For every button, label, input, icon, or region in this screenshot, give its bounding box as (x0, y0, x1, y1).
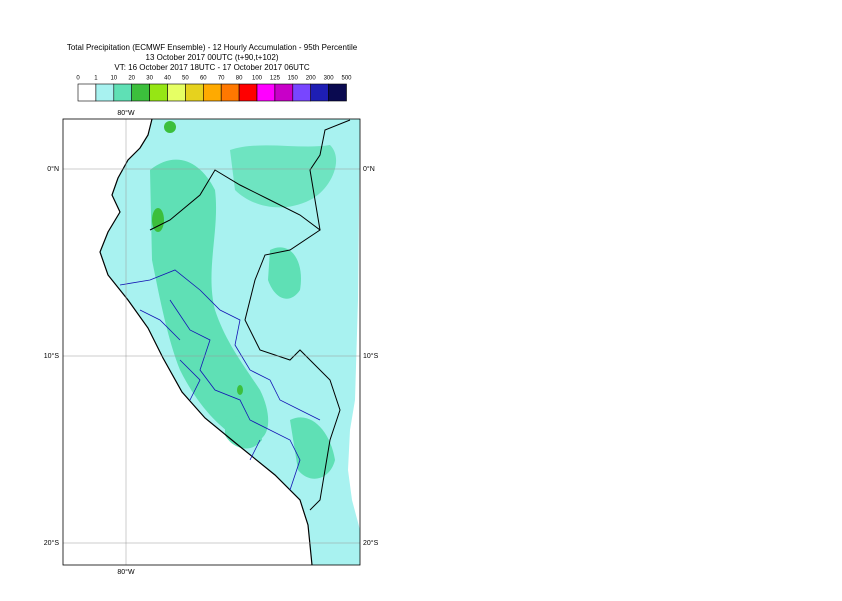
legend-level: 0 (76, 76, 80, 82)
lon-label: 80°W (117, 109, 135, 117)
legend-level: 10 (110, 76, 117, 82)
legend-swatch (149, 83, 168, 102)
lat-label: 0°N (47, 165, 59, 173)
lat-label: 0°N (363, 165, 375, 173)
legend-swatch (203, 83, 222, 102)
precip-patches-heavy (152, 121, 243, 395)
legend-level: 125 (270, 76, 281, 82)
legend-swatch (292, 83, 311, 102)
legend-level: 1 (94, 76, 98, 82)
graticule (63, 119, 360, 565)
legend-level: 60 (200, 76, 207, 82)
legend-swatch (95, 83, 115, 102)
legend-level: 20 (128, 76, 135, 82)
legend-swatch (185, 83, 204, 102)
legend-swatch (274, 83, 294, 102)
legend-swatch (328, 83, 347, 102)
legend-level: 80 (236, 76, 243, 82)
legend-level: 500 (341, 76, 352, 82)
legend: 0 1 10 20 30 40 50 60 70 80 100 125 150 200 300 500 (76, 76, 352, 102)
borders (99, 118, 351, 566)
lon-label: 80°W (117, 568, 135, 576)
map: 0°N 0°N 10°S 10°S 20°S 20°S 80°W 80°W (44, 109, 379, 576)
legend-level: 100 (252, 76, 263, 82)
legend-swatch (238, 83, 258, 102)
lat-label: 20°S (363, 539, 379, 547)
precip-patches (150, 145, 337, 479)
map-frame (62, 118, 361, 566)
legend-swatch (131, 83, 150, 102)
legend-level: 40 (164, 76, 171, 82)
title: Total Precipitation (ECMWF Ensemble) - 1… (67, 43, 358, 72)
legend-swatch (310, 83, 329, 102)
lat-label: 10°S (363, 352, 379, 360)
legend-level: 150 (288, 76, 299, 82)
legend-swatch (167, 83, 186, 102)
legend-level: 70 (218, 76, 225, 82)
legend-level: 300 (324, 76, 335, 82)
legend-level: 30 (146, 76, 153, 82)
title-line: VT: 16 October 2017 18UTC - 17 October 2… (114, 63, 309, 72)
legend-swatch (113, 83, 133, 102)
legend-swatch (256, 83, 276, 102)
lat-label: 10°S (44, 352, 60, 360)
title-line: Total Precipitation (ECMWF Ensemble) - 1… (67, 43, 358, 52)
title-line: 13 October 2017 00UTC (t+90,t+102) (146, 53, 279, 62)
legend-swatch (220, 83, 240, 102)
lat-label: 20°S (44, 539, 60, 547)
legend-level: 50 (182, 76, 189, 82)
legend-swatch (77, 83, 97, 102)
legend-level: 200 (306, 76, 317, 82)
